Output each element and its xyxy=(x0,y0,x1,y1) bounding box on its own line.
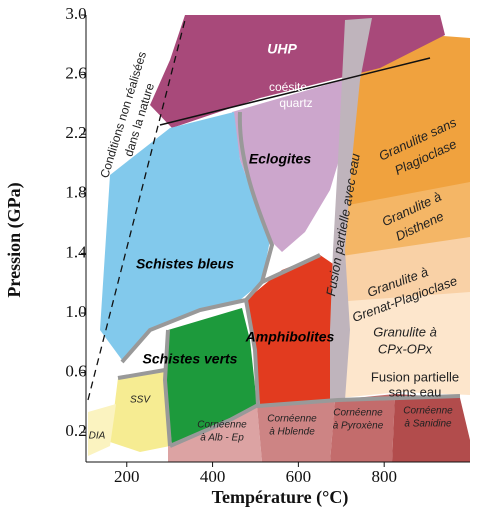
region-label: Granulite à xyxy=(373,324,437,339)
uhp-region xyxy=(150,15,445,128)
amphibolite-region xyxy=(246,255,342,410)
axes: Température (°C) Pression (GPa) 0.2 0.6 1.… xyxy=(4,4,470,508)
region-label: quartz xyxy=(279,96,312,110)
region-label: sans eau xyxy=(389,384,442,399)
y-tick-label: 0.2 xyxy=(65,421,86,440)
region-label: CPx-OPx xyxy=(378,341,433,356)
region-label: Cornéenne xyxy=(403,406,453,417)
dia-region xyxy=(88,404,116,456)
x-tick-label: 200 xyxy=(114,467,140,486)
region-label: Cornéenne xyxy=(197,420,247,431)
hornfels-san-region xyxy=(392,394,470,462)
ssv-region xyxy=(110,368,170,452)
hornfels-px-region xyxy=(330,394,395,462)
region-label: Schistes verts xyxy=(143,351,238,367)
greenschist-region xyxy=(165,308,257,446)
region-label: Fusion partielle xyxy=(371,369,459,384)
regions xyxy=(87,15,470,462)
region-label: à Alb - Ep xyxy=(200,433,244,444)
y-tick-label: 1.0 xyxy=(65,302,86,321)
region-label: coésite xyxy=(269,80,307,94)
region-label: à Pyroxène xyxy=(333,421,384,432)
y-tick-label: 2.2 xyxy=(65,123,86,142)
x-axis-label: Température (°C) xyxy=(212,487,349,508)
y-tick-label: 0.6 xyxy=(65,362,86,381)
hornfels-alb-region xyxy=(168,406,262,462)
y-tick-label: 1.8 xyxy=(65,183,86,202)
region-label: SSV xyxy=(130,395,151,406)
region-label: Cornéenne xyxy=(333,408,383,419)
region-label: Eclogites xyxy=(249,151,311,167)
region-label: Cornéenne xyxy=(267,414,317,425)
hornfels-hbl-region xyxy=(257,400,335,462)
y-tick-label: 2.6 xyxy=(65,64,86,83)
coesite-quartz-line xyxy=(159,57,431,126)
blueschist-region xyxy=(100,112,270,360)
x-tick-label: 400 xyxy=(200,467,226,486)
granulite-sans-plagio-region xyxy=(338,35,470,207)
x-tick-label: 800 xyxy=(371,467,397,486)
eclogite-region xyxy=(232,75,360,252)
region-label: DIA xyxy=(89,431,106,442)
region-label: à Hblende xyxy=(269,427,315,438)
facies-boundaries xyxy=(117,111,461,448)
y-axis-label: Pression (GPa) xyxy=(4,182,25,297)
region-label: UHP xyxy=(267,41,297,57)
y-tick-label: 1.4 xyxy=(65,242,87,261)
region-label: Amphibolites xyxy=(245,329,335,345)
melting-band xyxy=(330,18,372,402)
y-tick-label: 3.0 xyxy=(65,4,86,23)
granulite-cpx-region xyxy=(335,290,470,398)
x-tick-label: 600 xyxy=(286,467,312,486)
region-label: Schistes bleus xyxy=(136,256,234,272)
nature-limit-line xyxy=(87,19,186,401)
region-label: à Sanidine xyxy=(404,419,452,430)
